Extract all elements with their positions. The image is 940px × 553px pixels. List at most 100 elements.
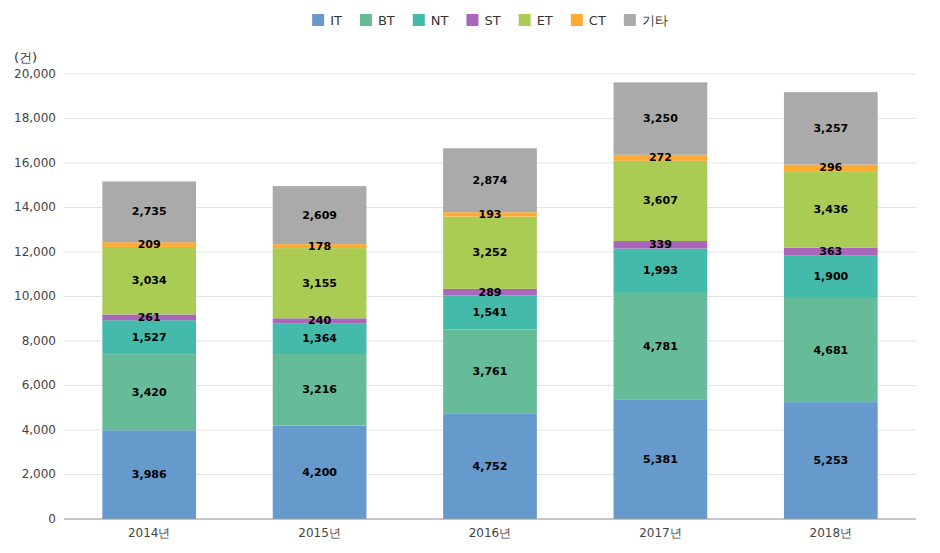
data-label: 5,253: [813, 454, 848, 467]
y-tick-label: 10,000: [14, 289, 56, 303]
data-label: 178: [308, 240, 331, 253]
grid: [64, 74, 916, 519]
y-tick-label: 14,000: [14, 200, 56, 214]
legend-label: CT: [589, 13, 606, 28]
y-axis: 0 2,000 4,000 6,000 8,000 10,000 12,000 14,000 1…: [14, 67, 56, 526]
legend-label: NT: [431, 13, 449, 28]
data-label: 209: [138, 238, 161, 251]
legend-item: 기타: [624, 13, 668, 28]
data-label: 1,364: [302, 332, 337, 345]
data-labels: 3,9864,2004,7525,3815,2533,4203,2163,761…: [132, 112, 849, 481]
bars: [102, 82, 877, 519]
data-label: 3,257: [813, 122, 848, 135]
data-label: 3,252: [473, 246, 508, 259]
y-tick-label: 12,000: [14, 245, 56, 259]
y-tick-label: 6,000: [22, 378, 56, 392]
bar: [273, 354, 367, 426]
bar: [614, 82, 708, 154]
legend-item: ET: [519, 13, 553, 28]
data-label: 1,541: [473, 306, 508, 319]
data-label: 3,420: [132, 386, 167, 399]
bar: [443, 413, 537, 519]
legend-item: ST: [466, 13, 500, 28]
bar: [784, 92, 878, 164]
data-label: 289: [479, 286, 502, 299]
data-label: 4,781: [643, 340, 678, 353]
data-label: 261: [138, 311, 161, 324]
bar: [614, 249, 708, 293]
legend-item: NT: [413, 13, 449, 28]
bar: [273, 324, 367, 354]
bar: [273, 248, 367, 318]
x-axis-line: [64, 519, 916, 520]
bar: [273, 186, 367, 244]
data-label: 1,527: [132, 331, 167, 344]
data-label: 2,735: [132, 205, 167, 218]
bar: [614, 161, 708, 241]
data-label: 1,900: [813, 270, 848, 283]
legend-swatch: [624, 14, 636, 26]
grid-line: [64, 519, 916, 520]
data-label: 339: [649, 238, 672, 251]
data-label: 4,681: [813, 344, 848, 357]
legend-label: ET: [537, 13, 553, 28]
x-tick-label: 2014년: [128, 526, 171, 540]
data-label: 3,034: [132, 274, 167, 287]
bar: [614, 399, 708, 519]
data-label: 3,986: [132, 468, 167, 481]
legend: IT BT NT ST ET CT 기타: [312, 13, 668, 28]
legend-label: 기타: [642, 13, 668, 28]
legend-swatch: [360, 14, 372, 26]
data-label: 2,874: [473, 174, 508, 187]
legend-label: IT: [330, 13, 342, 28]
bar: [102, 320, 196, 354]
legend-swatch: [571, 14, 583, 26]
x-tick-label: 2015년: [298, 526, 341, 540]
bar: [273, 426, 367, 519]
y-tick-label: 0: [48, 512, 56, 526]
y-tick-label: 20,000: [14, 67, 56, 81]
data-label: 4,200: [302, 466, 337, 479]
bar: [102, 354, 196, 430]
data-label: 363: [819, 245, 842, 258]
data-label: 240: [308, 314, 331, 327]
y-axis-label: (건): [14, 50, 37, 65]
x-tick-label: 2017년: [639, 526, 682, 540]
legend-swatch: [312, 14, 324, 26]
bar: [443, 217, 537, 289]
bar: [784, 171, 878, 247]
data-label: 3,436: [813, 203, 848, 216]
bar: [443, 295, 537, 329]
y-tick-label: 4,000: [22, 423, 56, 437]
bar: [102, 247, 196, 315]
x-tick-label: 2016년: [469, 526, 512, 540]
bar: [102, 430, 196, 519]
legend-item: IT: [312, 13, 342, 28]
data-label: 272: [649, 151, 672, 164]
data-label: 5,381: [643, 453, 678, 466]
bar: [102, 181, 196, 242]
bar: [443, 330, 537, 414]
x-axis: 2014년 2015년 2016년 2017년 2018년: [64, 519, 916, 540]
y-tick-label: 2,000: [22, 467, 56, 481]
x-tick-label: 2018년: [810, 526, 853, 540]
bar: [784, 256, 878, 298]
data-label: 3,761: [473, 365, 508, 378]
y-tick-label: 16,000: [14, 156, 56, 170]
legend-label: ST: [484, 13, 500, 28]
legend-swatch: [466, 14, 478, 26]
bar: [614, 293, 708, 399]
legend-label: BT: [378, 13, 395, 28]
bar: [784, 402, 878, 519]
legend-swatch: [519, 14, 531, 26]
data-label: 3,250: [643, 112, 678, 125]
y-tick-label: 18,000: [14, 111, 56, 125]
data-label: 296: [819, 161, 842, 174]
legend-item: BT: [360, 13, 395, 28]
data-label: 2,609: [302, 209, 337, 222]
y-tick-label: 8,000: [22, 334, 56, 348]
data-label: 3,155: [302, 277, 337, 290]
data-label: 3,607: [643, 194, 678, 207]
bar: [784, 298, 878, 402]
legend-swatch: [413, 14, 425, 26]
